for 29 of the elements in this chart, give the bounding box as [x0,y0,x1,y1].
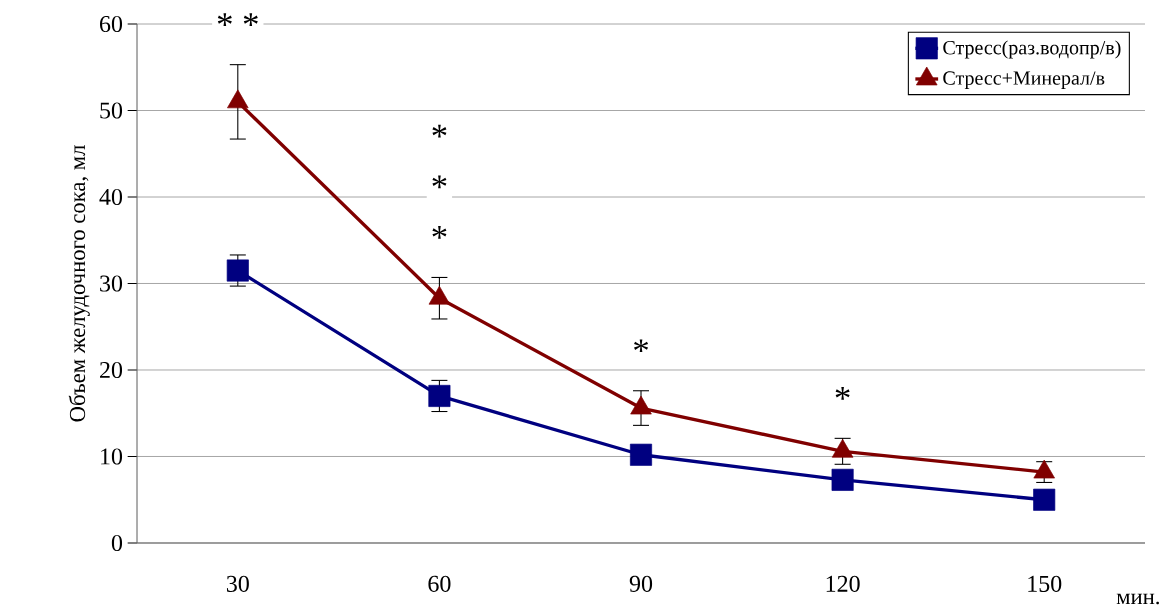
x-tick-label: 60 [428,575,451,592]
annotation: * [634,339,649,353]
y-tick-label: 60 [99,15,123,33]
point [630,443,653,466]
annotation: * [432,226,447,239]
annotation: * [432,124,447,138]
y-tick-label: 30 [100,275,123,292]
point [1033,488,1056,511]
point [226,259,249,282]
annotation: * [432,175,447,189]
annotation: * [835,386,850,400]
y-axis-title: Объем желудочного сока, мл [68,145,90,422]
y-tick-label: 10 [101,448,123,465]
y-tick-label: 20 [100,361,123,379]
y-tick-label: 40 [99,188,123,206]
point [428,285,451,305]
x-tick-label: 90 [629,575,653,592]
x-tick-label: 30 [226,575,249,592]
legend-label: Стресс+Минерал/в [943,71,1105,89]
y-tick-label: 0 [111,534,123,552]
point [831,468,854,491]
point [227,89,249,109]
legend-label: Стресс(раз.водопр/в) [943,40,1121,59]
point [428,384,451,407]
annotation: * * [217,13,258,27]
x-axis-title: мин. [1116,593,1159,605]
x-tick-label: 120 [826,575,860,592]
y-tick-label: 50 [100,102,123,119]
x-tick-label: 150 [1028,575,1062,592]
